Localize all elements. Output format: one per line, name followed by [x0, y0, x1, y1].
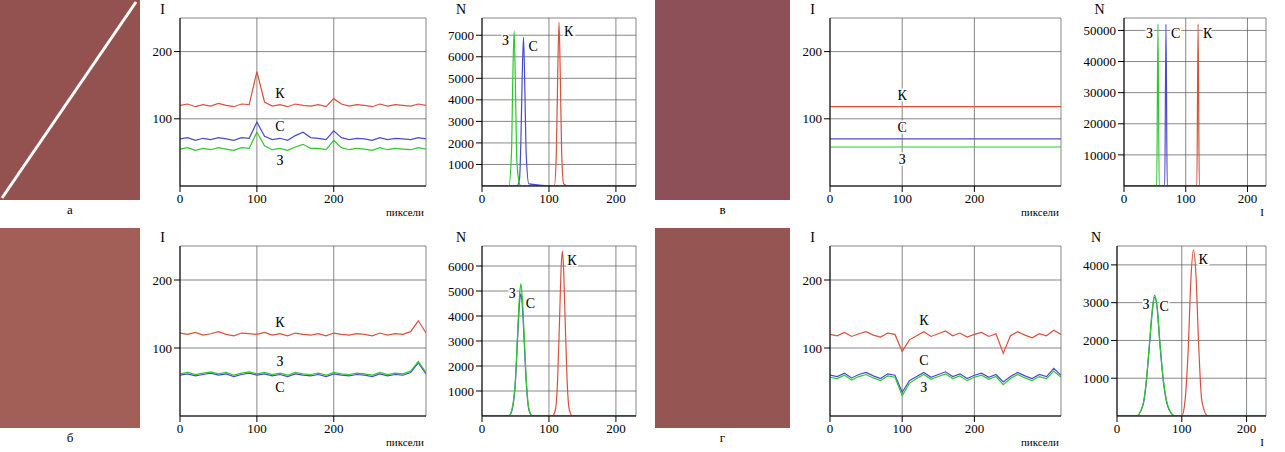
svg-text:К: К	[567, 253, 577, 268]
svg-text:100: 100	[892, 421, 912, 436]
svg-text:100: 100	[247, 421, 267, 436]
svg-text:С: С	[529, 39, 538, 54]
svg-text:пиксели: пиксели	[386, 436, 424, 448]
svg-text:50000: 50000	[1084, 23, 1117, 38]
svg-text:З: З	[1146, 26, 1153, 41]
svg-text:30000: 30000	[1084, 85, 1117, 100]
svg-text:0: 0	[827, 421, 834, 436]
svg-text:2000: 2000	[1083, 333, 1109, 348]
svg-text:С: С	[275, 380, 284, 395]
svg-text:З: З	[509, 286, 516, 301]
svg-text:N: N	[456, 230, 466, 245]
html-text:а: а	[67, 202, 73, 217]
svg-text:З: З	[920, 380, 927, 395]
svg-text:10000: 10000	[1084, 148, 1117, 163]
svg-text:200: 200	[965, 191, 985, 206]
svg-text:0: 0	[177, 191, 184, 206]
svg-text:К: К	[275, 86, 285, 101]
svg-text:К: К	[275, 315, 285, 330]
svg-text:0: 0	[177, 421, 184, 436]
svg-text:I: I	[1260, 436, 1264, 448]
svg-text:I: I	[810, 2, 815, 17]
svg-text:С: С	[275, 119, 284, 134]
svg-text:5000: 5000	[448, 284, 474, 299]
svg-text:I: I	[1260, 206, 1264, 218]
svg-text:I: I	[160, 230, 165, 245]
svg-text:С: С	[1160, 299, 1169, 314]
svg-text:4000: 4000	[1083, 258, 1109, 273]
svg-text:N: N	[1094, 2, 1104, 17]
svg-text:3000: 3000	[448, 114, 474, 129]
svg-text:200: 200	[606, 421, 626, 436]
svg-text:200: 200	[803, 273, 823, 288]
svg-text:0: 0	[827, 191, 834, 206]
svg-text:2000: 2000	[448, 359, 474, 374]
svg-text:200: 200	[1238, 191, 1258, 206]
svg-text:З: З	[276, 354, 283, 369]
html-text:в: в	[719, 202, 726, 217]
svg-text:I: I	[160, 2, 165, 17]
svg-text:2000: 2000	[448, 136, 474, 151]
svg-text:З: З	[899, 152, 906, 167]
svg-text:пиксели: пиксели	[386, 206, 424, 218]
svg-text:С: С	[526, 296, 535, 311]
svg-text:100: 100	[1176, 191, 1196, 206]
html-text:г: г	[719, 430, 726, 445]
svg-text:200: 200	[1237, 421, 1257, 436]
svg-text:С: С	[898, 120, 907, 135]
svg-text:100: 100	[153, 111, 173, 126]
svg-text:40000: 40000	[1084, 54, 1117, 69]
svg-text:200: 200	[965, 421, 985, 436]
svg-text:4000: 4000	[448, 309, 474, 324]
svg-text:К: К	[1203, 26, 1213, 41]
svg-text:0: 0	[1121, 191, 1128, 206]
svg-text:3000: 3000	[448, 334, 474, 349]
svg-text:5000: 5000	[448, 71, 474, 86]
svg-text:200: 200	[153, 273, 173, 288]
svg-text:С: С	[919, 353, 928, 368]
svg-text:100: 100	[1172, 421, 1192, 436]
svg-text:6000: 6000	[448, 259, 474, 274]
svg-text:0: 0	[1114, 421, 1121, 436]
html-text:б: б	[66, 430, 74, 445]
svg-text:100: 100	[803, 341, 823, 356]
svg-text:200: 200	[324, 191, 344, 206]
svg-text:С: С	[1171, 26, 1180, 41]
svg-text:З: З	[502, 33, 509, 48]
svg-text:100: 100	[153, 341, 173, 356]
svg-text:100: 100	[803, 111, 823, 126]
svg-text:З: З	[1143, 297, 1150, 312]
svg-text:100: 100	[539, 191, 559, 206]
svg-text:200: 200	[803, 44, 823, 59]
svg-text:1000: 1000	[448, 157, 474, 172]
svg-text:200: 200	[324, 421, 344, 436]
svg-text:200: 200	[606, 191, 626, 206]
svg-text:3000: 3000	[1083, 295, 1109, 310]
svg-text:К: К	[919, 313, 929, 328]
svg-text:1000: 1000	[448, 384, 474, 399]
svg-text:100: 100	[539, 421, 559, 436]
svg-text:100: 100	[892, 191, 912, 206]
svg-text:1000: 1000	[1083, 371, 1109, 386]
svg-text:7000: 7000	[448, 28, 474, 43]
svg-text:К: К	[1198, 252, 1208, 267]
svg-text:0: 0	[479, 191, 486, 206]
svg-text:0: 0	[479, 421, 486, 436]
svg-text:I: I	[810, 230, 815, 245]
svg-text:К: К	[564, 24, 574, 39]
svg-text:20000: 20000	[1084, 116, 1117, 131]
svg-text:К: К	[898, 88, 908, 103]
svg-text:З: З	[276, 153, 283, 168]
svg-text:100: 100	[247, 191, 267, 206]
svg-text:N: N	[456, 2, 466, 17]
svg-text:200: 200	[153, 44, 173, 59]
svg-text:4000: 4000	[448, 92, 474, 107]
svg-text:N: N	[1091, 230, 1101, 245]
svg-text:пиксели: пиксели	[1021, 436, 1059, 448]
svg-text:6000: 6000	[448, 49, 474, 64]
svg-text:пиксели: пиксели	[1021, 206, 1059, 218]
